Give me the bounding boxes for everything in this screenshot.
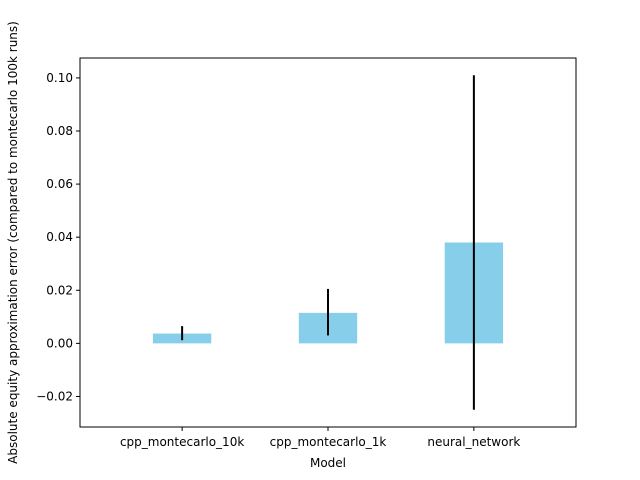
y-tick-label: 0.06 [46,177,73,191]
y-tick-label: 0.10 [46,71,73,85]
y-tick-label: 0.08 [46,124,73,138]
y-tick-label: −0.02 [36,389,73,403]
x-tick-label: neural_network [427,435,520,449]
y-axis-label: Absolute equity approximation error (com… [6,21,20,464]
error-bars-layer [181,75,475,410]
x-tick-label: cpp_montecarlo_10k [120,435,244,449]
y-tick-label: 0.02 [46,283,73,297]
x-axis-label: Model [310,456,346,470]
x-tick-label: cpp_montecarlo_1k [270,435,387,449]
y-tick-label: 0.04 [46,230,73,244]
y-tick-label: 0.00 [46,336,73,350]
y-axis-ticks: −0.02 0.00 0.02 0.04 0.06 0.08 0.10 [36,71,80,403]
x-axis-ticks: cpp_montecarlo_10k cpp_montecarlo_1k neura… [120,427,520,449]
